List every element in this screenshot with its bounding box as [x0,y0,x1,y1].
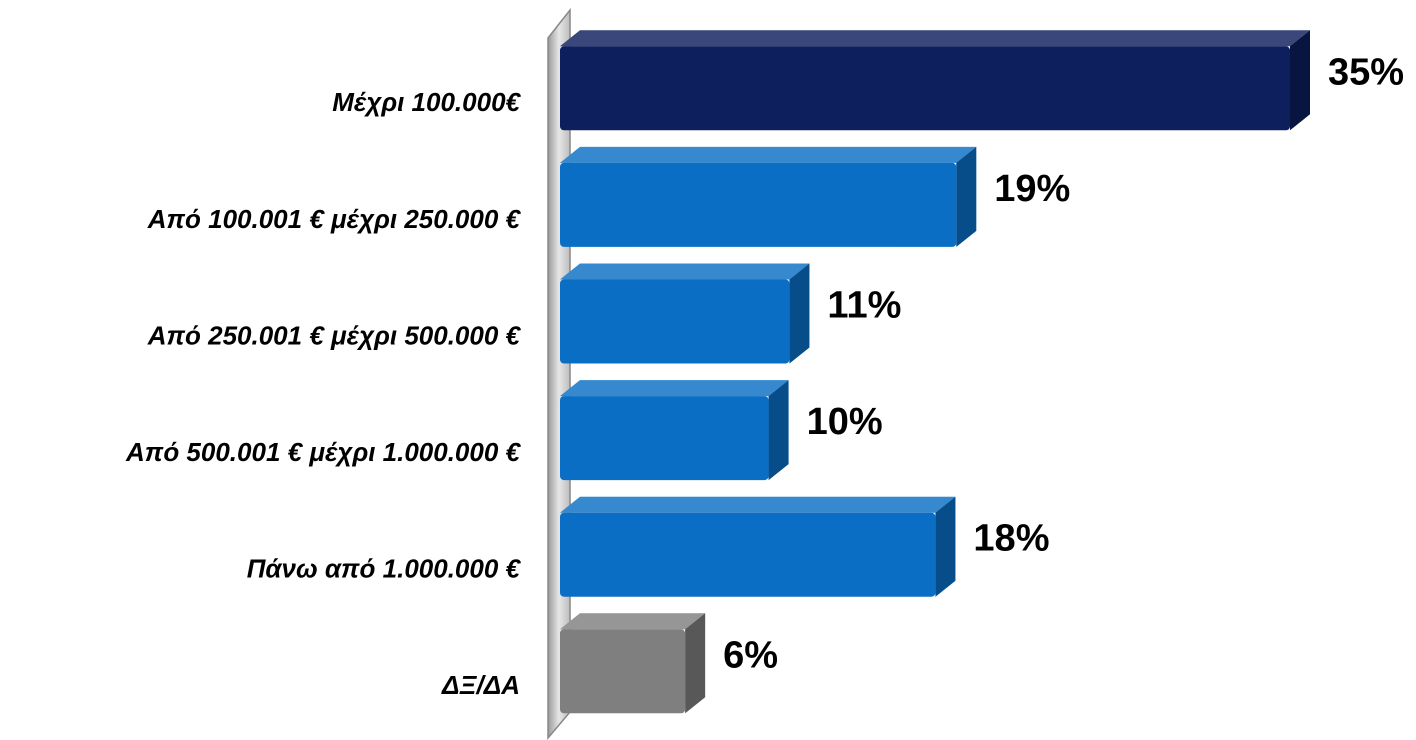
category-label: Από 250.001 € μέχρι 500.000 € [147,320,522,350]
value-label: 35% [1328,51,1404,93]
bar-top-shade [560,146,977,163]
bar-top-shade [560,613,706,630]
bar-side [935,496,956,597]
bar [560,629,686,714]
value-label: 19% [994,168,1070,210]
bar-top [560,146,977,163]
bar-side-shade [789,263,810,364]
category-label: ΔΞ/ΔΑ [441,670,520,700]
bar [560,279,790,364]
bar-top-shade [560,380,789,397]
bar-side [789,263,810,364]
category-label: Μέχρι 100.000€ [332,87,521,117]
bar-side [768,380,789,481]
bar [560,46,1290,131]
category-label: Πάνω από 1.000.000 € [247,554,522,584]
bar-top [560,496,956,513]
bar-top-shade [560,263,810,280]
bar-top-shade [560,496,956,513]
bar-top [560,30,1310,47]
bar-side-shade [685,613,706,714]
bar-side [956,146,977,247]
category-label: Από 500.001 € μέχρι 1.000.000 € [125,437,522,467]
bar-top [560,380,789,397]
value-label: 10% [807,401,883,443]
bar-side-shade [1290,30,1310,131]
bar-side [1290,30,1310,131]
bar-top [560,613,706,630]
bar [560,512,936,597]
bar-side [685,613,706,714]
bar-side-shade [935,496,956,597]
value-label: 6% [723,634,778,676]
bar-side-shade [768,380,789,481]
bar [560,162,957,247]
bar-top-shade [560,30,1310,47]
value-label: 11% [827,285,901,327]
category-label: Από 100.001 € μέχρι 250.000 € [147,204,522,234]
bar-top [560,263,810,280]
bar [560,396,769,481]
value-label: 18% [973,518,1049,560]
bar-side-shade [956,146,977,247]
